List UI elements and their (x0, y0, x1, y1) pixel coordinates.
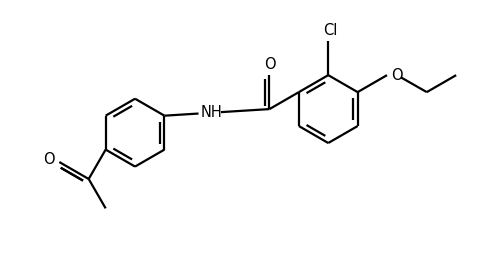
Text: O: O (392, 68, 403, 83)
Text: NH: NH (201, 105, 222, 120)
Text: Cl: Cl (324, 23, 338, 38)
Text: O: O (264, 57, 276, 72)
Text: O: O (43, 152, 55, 167)
